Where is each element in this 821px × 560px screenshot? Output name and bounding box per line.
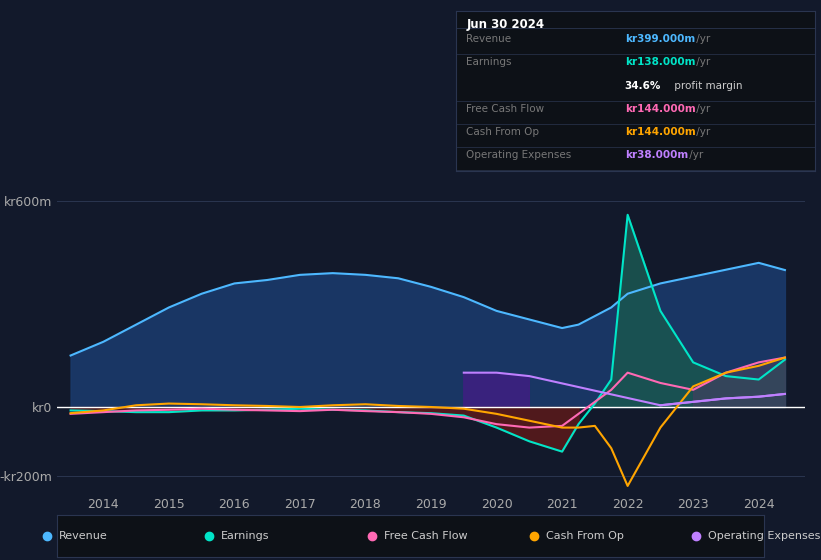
- Text: Free Cash Flow: Free Cash Flow: [383, 531, 467, 541]
- Text: Earnings: Earnings: [466, 58, 512, 68]
- Text: profit margin: profit margin: [672, 81, 743, 91]
- Text: 34.6%: 34.6%: [625, 81, 661, 91]
- Text: Cash From Op: Cash From Op: [546, 531, 624, 541]
- Text: Operating Expenses: Operating Expenses: [709, 531, 821, 541]
- Text: Free Cash Flow: Free Cash Flow: [466, 104, 544, 114]
- Text: Earnings: Earnings: [222, 531, 270, 541]
- Text: kr144.000m: kr144.000m: [625, 127, 695, 137]
- Text: Cash From Op: Cash From Op: [466, 127, 539, 137]
- Text: /yr: /yr: [693, 104, 710, 114]
- Text: kr38.000m: kr38.000m: [625, 150, 688, 160]
- Text: /yr: /yr: [693, 127, 710, 137]
- Text: kr399.000m: kr399.000m: [625, 34, 695, 44]
- Text: Operating Expenses: Operating Expenses: [466, 150, 571, 160]
- Text: kr138.000m: kr138.000m: [625, 58, 695, 68]
- Text: Revenue: Revenue: [466, 34, 511, 44]
- Text: /yr: /yr: [686, 150, 704, 160]
- Text: /yr: /yr: [693, 34, 710, 44]
- Text: /yr: /yr: [693, 58, 710, 68]
- Text: Jun 30 2024: Jun 30 2024: [466, 18, 544, 31]
- Text: kr144.000m: kr144.000m: [625, 104, 695, 114]
- Text: Revenue: Revenue: [59, 531, 108, 541]
